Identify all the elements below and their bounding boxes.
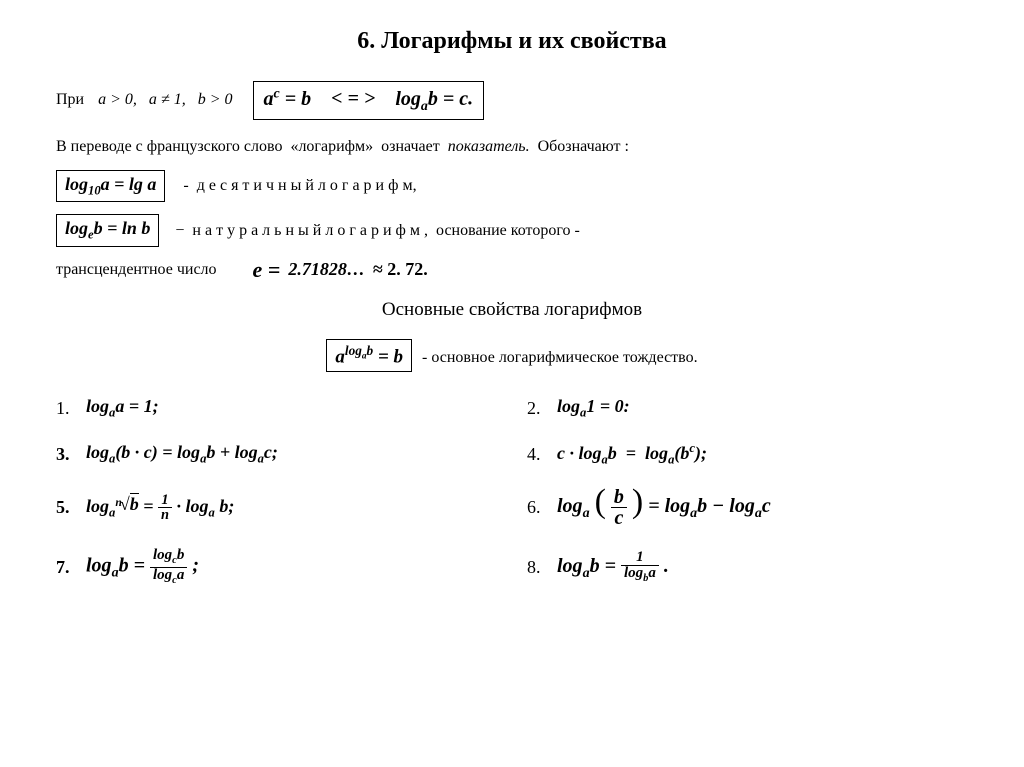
identity-label: - основное логарифмическое тождество. <box>422 349 698 366</box>
prop-4-num: 4. <box>527 444 547 465</box>
prefix-text: При <box>56 91 84 109</box>
decimal-label: д е с я т и ч н ы й л о г а р и ф м, <box>197 177 417 195</box>
prop-3-num: 3. <box>56 444 76 465</box>
prop-8-num: 8. <box>527 557 547 578</box>
prop-3: 3. loga(b · c) = logab + logac; <box>56 441 497 468</box>
etym-t5: Обозначают : <box>538 138 629 156</box>
identity-box: alogab = b <box>326 339 412 372</box>
natural-log-box: logeb = ln b <box>56 214 159 247</box>
prop-5: 5. logan√b = 1n · loga b; <box>56 487 497 528</box>
properties-grid: 1. logaa = 1; 2. loga1 = 0: 3. loga(b · … <box>56 396 968 586</box>
etym-t1: В переводе с французского слово <box>56 138 282 156</box>
prop-7-num: 7. <box>56 557 76 578</box>
decimal-dash: - <box>183 177 188 195</box>
prop-1-num: 1. <box>56 398 76 419</box>
e-value: 2.71828… <box>288 259 365 280</box>
prop-2: 2. loga1 = 0: <box>527 396 968 421</box>
transcendental-line: трансцендентное число e = 2.71828… ≈ 2. … <box>56 257 968 283</box>
prop-8-formula: logab = 1 logba . <box>557 550 669 585</box>
prop-5-num: 5. <box>56 497 76 518</box>
etym-t4: показатель. <box>448 138 530 156</box>
definition-box: ac = b < = > logab = c. <box>253 81 485 120</box>
prop-6: 6. loga ( bc ) = logab − logac <box>527 487 968 528</box>
etym-t3: означает <box>381 138 440 156</box>
prop-5-formula: logan√b = 1n · loga b; <box>86 493 234 523</box>
natural-suffix: основание которого - <box>436 222 580 240</box>
prop-4: 4. c · logab = loga(bc); <box>527 441 968 468</box>
prop-1-formula: logaa = 1; <box>86 396 159 421</box>
natural-dash: − <box>175 222 184 240</box>
natural-label: н а т у р а л ь н ы й л о г а р и ф м , <box>192 222 428 240</box>
e-symbol: e = <box>253 257 281 283</box>
prop-8: 8. logab = 1 logba . <box>527 548 968 586</box>
condition-line: При a > 0, a ≠ 1, b > 0 ac = b < = > log… <box>56 81 968 120</box>
condition-text: a > 0, a ≠ 1, b > 0 <box>98 91 232 109</box>
trans-text: трансцендентное число <box>56 261 217 279</box>
prop-1: 1. logaa = 1; <box>56 396 497 421</box>
prop-7-formula: logab = logcb logca ; <box>86 548 199 586</box>
identity-line: alogab = b - основное логарифмическое то… <box>56 339 968 372</box>
e-approx: ≈ 2. 72. <box>373 259 428 280</box>
prop-2-formula: loga1 = 0: <box>557 396 630 421</box>
etym-t2: «логарифм» <box>290 138 373 156</box>
prop-6-num: 6. <box>527 497 547 518</box>
prop-2-num: 2. <box>527 398 547 419</box>
properties-subtitle: Основные свойства логарифмов <box>56 299 968 321</box>
decimal-log-box: log10a = lg a <box>56 170 165 203</box>
page-title: 6. Логарифмы и их свойства <box>56 28 968 55</box>
prop-3-formula: loga(b · c) = logab + logac; <box>86 442 278 467</box>
prop-7: 7. logab = logcb logca ; <box>56 548 497 586</box>
etymology-line: В переводе с французского слово «логариф… <box>56 138 968 156</box>
decimal-log-line: log10a = lg a - д е с я т и ч н ы й л о … <box>56 170 968 203</box>
prop-6-formula: loga ( bc ) = logab − logac <box>557 487 771 528</box>
prop-4-formula: c · logab = loga(bc); <box>557 441 707 468</box>
natural-log-line: logeb = ln b − н а т у р а л ь н ы й л о… <box>56 214 968 247</box>
